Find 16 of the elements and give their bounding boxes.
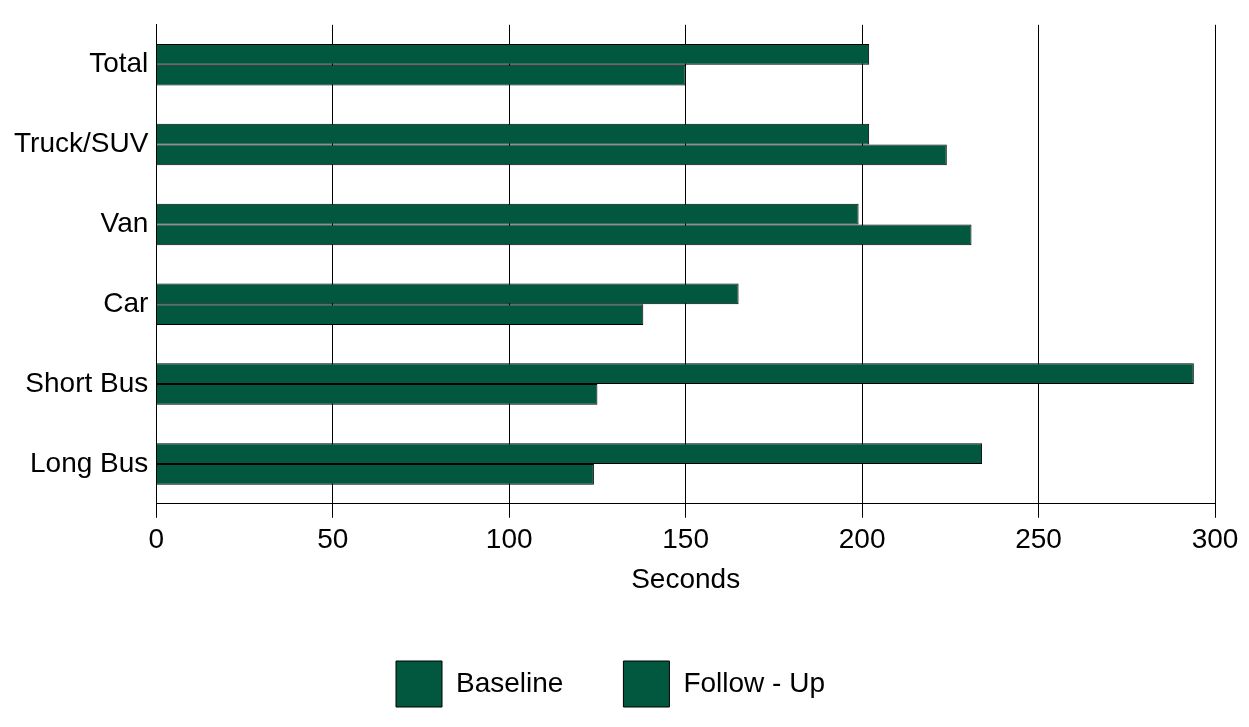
x-tick-label: 300: [1191, 523, 1239, 555]
x-tick-label: 200: [838, 523, 886, 555]
legend-label: Baseline: [456, 666, 564, 698]
y-tick-label: Short Bus: [25, 366, 149, 398]
y-tick-label: Long Bus: [29, 446, 149, 478]
legend-label: Follow - Up: [683, 666, 825, 698]
y-tick-label: Truck/SUV: [14, 127, 149, 159]
y-tick-label: Total: [89, 47, 149, 79]
y-tick-label: Car: [103, 286, 149, 318]
x-tick-label: 50: [317, 523, 349, 555]
x-tick-label: 150: [662, 523, 710, 555]
x-tick-label: 100: [485, 523, 533, 555]
x-tick-label: 250: [1015, 523, 1062, 555]
x-axis-title: Seconds: [631, 562, 741, 594]
x-tick-label: 0: [148, 523, 165, 555]
y-tick-label: Van: [100, 207, 149, 239]
